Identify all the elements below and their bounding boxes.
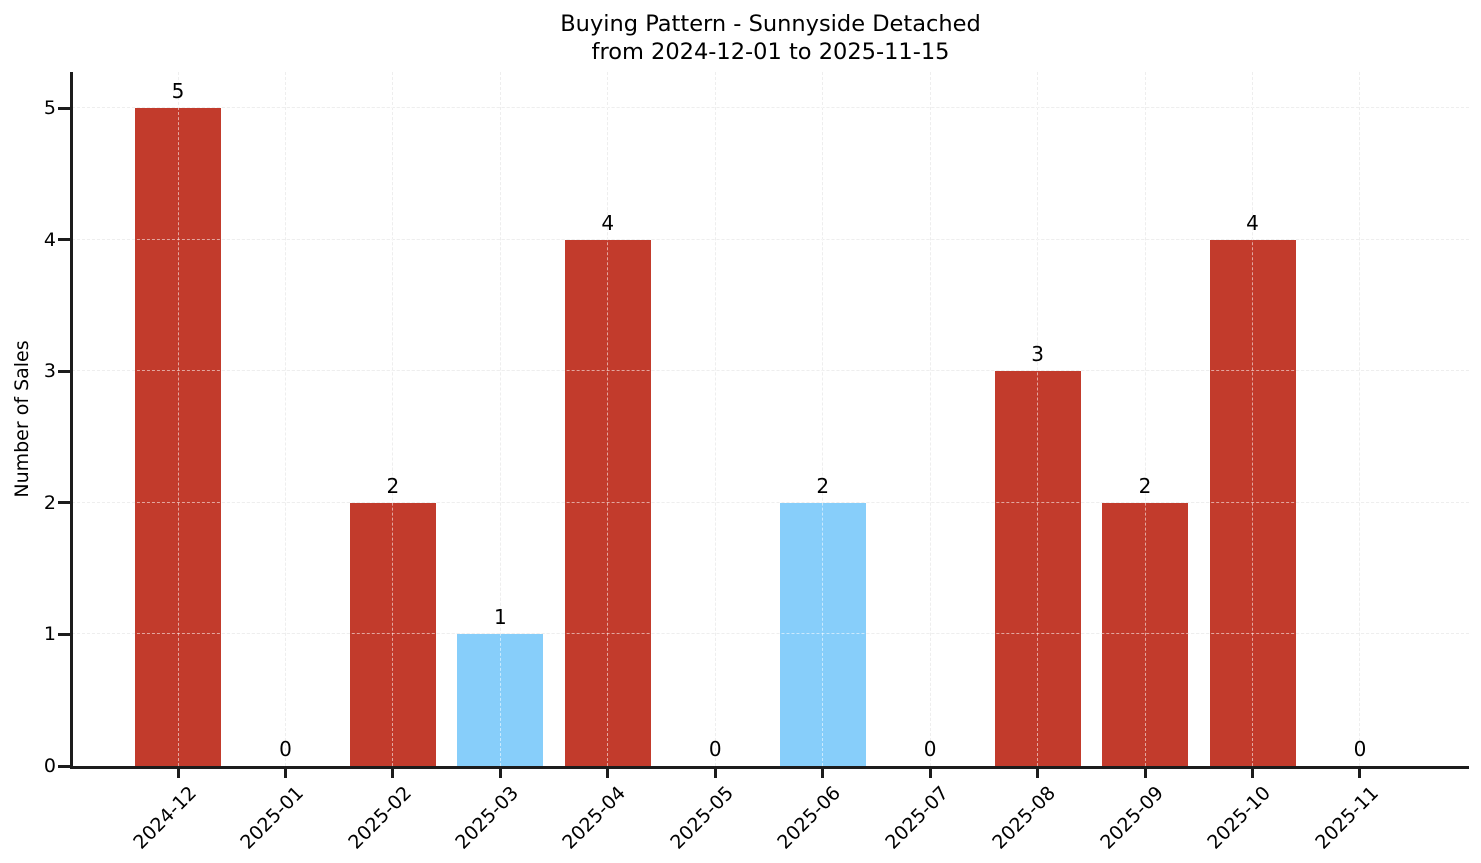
y-tick-label: 2 — [43, 491, 56, 514]
x-tick — [283, 769, 287, 778]
y-tick — [58, 238, 71, 242]
x-tick-label: 2025-07 — [881, 782, 953, 854]
y-tick-label: 0 — [43, 755, 56, 777]
y-tick-label: 3 — [43, 360, 56, 383]
gridline-vertical — [1359, 72, 1361, 766]
gridline-vertical — [714, 72, 716, 766]
bar-value-label: 0 — [1353, 737, 1367, 761]
chart-title-line2: from 2024-12-01 to 2025-11-15 — [591, 39, 950, 65]
x-tick-label: 2025-09 — [1095, 782, 1168, 854]
bar-value-label: 0 — [923, 737, 937, 761]
bar-value-label: 0 — [279, 737, 292, 761]
gridline-vertical-overlay — [284, 72, 286, 766]
bar-value-label: 0 — [708, 737, 722, 761]
bar-value-label: 4 — [601, 210, 615, 235]
y-tick — [58, 106, 71, 110]
x-tick — [1143, 769, 1147, 778]
chart-title: Buying Pattern - Sunnyside Detached from… — [72, 10, 1469, 66]
y-tick — [58, 632, 71, 636]
x-tick-label: 2025-01 — [236, 782, 308, 854]
bar — [349, 502, 436, 766]
bar — [135, 108, 221, 766]
x-tick — [176, 769, 180, 778]
y-tick-label: 1 — [43, 623, 56, 646]
y-tick — [58, 501, 71, 505]
bar — [779, 502, 866, 766]
bar-value-label: 2 — [816, 473, 830, 498]
x-tick — [928, 769, 932, 778]
bar — [994, 371, 1081, 766]
x-tick-label: 2025-03 — [451, 782, 523, 854]
x-tick-label: 2025-08 — [988, 782, 1061, 854]
gridline-vertical-overlay — [714, 72, 716, 766]
x-tick-label: 2025-05 — [666, 782, 738, 854]
y-tick — [58, 369, 71, 373]
bar — [564, 239, 651, 766]
x-tick-label: 2025-02 — [343, 782, 416, 854]
x-tick-label: 2025-06 — [773, 782, 846, 854]
bar-value-label: 4 — [1246, 210, 1259, 235]
gridline-vertical — [284, 72, 286, 766]
y-tick — [58, 764, 71, 768]
bar-value-label: 2 — [1138, 473, 1152, 498]
x-tick-label: 2025-04 — [558, 782, 631, 854]
bar-value-label: 2 — [386, 473, 400, 498]
bar-value-label: 5 — [171, 79, 185, 103]
x-tick — [391, 769, 395, 778]
chart-title-line1: Buying Pattern - Sunnyside Detached — [560, 11, 981, 37]
x-tick — [498, 769, 502, 778]
y-tick-label: 4 — [43, 228, 56, 251]
x-tick — [713, 769, 717, 778]
gridline-vertical — [929, 72, 931, 766]
gridline-vertical-overlay — [1359, 72, 1361, 766]
x-axis-spine — [70, 766, 1469, 769]
x-tick — [1036, 769, 1040, 778]
x-tick — [606, 769, 610, 778]
x-tick — [1251, 769, 1254, 778]
x-tick — [821, 769, 825, 778]
bar — [1102, 502, 1189, 766]
x-tick-label: 2025-10 — [1203, 782, 1276, 854]
bar — [1209, 239, 1296, 766]
bar-value-label: 3 — [1031, 342, 1044, 367]
bar-value-label: 1 — [493, 605, 507, 630]
y-tick-label: 5 — [43, 97, 56, 119]
y-axis-spine — [70, 72, 73, 769]
x-tick-label: 2025-11 — [1310, 782, 1383, 854]
plot-area: 0 1 2 3 4 5 2024-12 5 2025-01 0 2025-02 2 2025-03 1 20… — [44, 72, 1469, 854]
x-tick-label: 2024-12 — [128, 782, 201, 854]
gridline-horizontal-overlay — [72, 107, 1469, 108]
gridline-vertical-overlay — [929, 72, 931, 766]
gridline-horizontal — [72, 107, 1469, 108]
bar — [457, 634, 544, 766]
x-tick — [1358, 769, 1362, 778]
